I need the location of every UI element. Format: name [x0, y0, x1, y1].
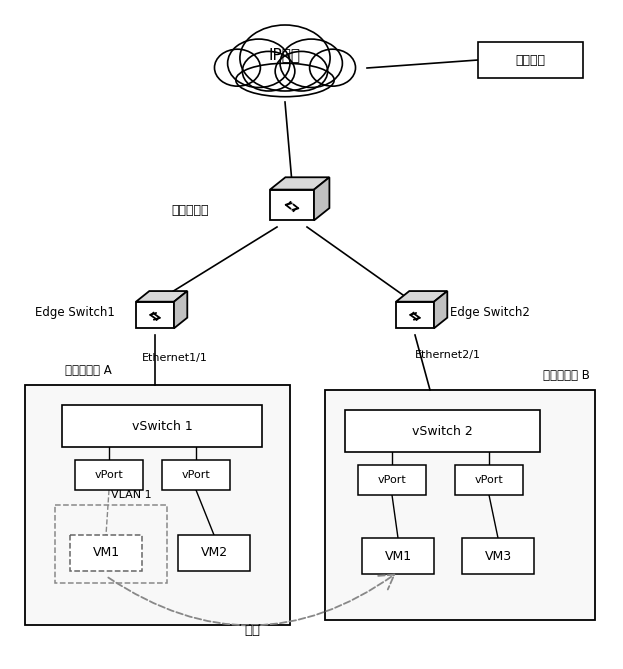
Polygon shape	[396, 291, 447, 302]
Text: vSwitch 2: vSwitch 2	[412, 425, 473, 438]
Polygon shape	[136, 291, 188, 302]
Text: VM2: VM2	[201, 547, 227, 559]
Ellipse shape	[227, 39, 290, 88]
Polygon shape	[174, 291, 188, 328]
Ellipse shape	[235, 64, 334, 97]
FancyBboxPatch shape	[462, 538, 534, 574]
Text: vPort: vPort	[378, 475, 406, 485]
Ellipse shape	[275, 52, 328, 91]
FancyBboxPatch shape	[358, 465, 426, 495]
Ellipse shape	[310, 50, 356, 86]
FancyBboxPatch shape	[455, 465, 523, 495]
Polygon shape	[396, 302, 434, 328]
Ellipse shape	[242, 52, 295, 91]
Polygon shape	[314, 177, 330, 220]
Text: 物理服务器 A: 物理服务器 A	[65, 364, 112, 377]
FancyBboxPatch shape	[478, 42, 583, 78]
FancyBboxPatch shape	[70, 535, 142, 571]
Text: 物理服务器 B: 物理服务器 B	[543, 369, 590, 382]
FancyBboxPatch shape	[25, 385, 290, 625]
Text: VLAN 1: VLAN 1	[111, 490, 151, 500]
FancyBboxPatch shape	[75, 460, 143, 490]
Text: VM3: VM3	[485, 549, 511, 563]
FancyBboxPatch shape	[62, 405, 262, 447]
Text: 网管系统: 网管系统	[515, 54, 545, 66]
FancyBboxPatch shape	[325, 390, 595, 620]
FancyArrowPatch shape	[108, 575, 394, 626]
Text: Ethernet1/1: Ethernet1/1	[142, 353, 208, 363]
Text: vPort: vPort	[475, 475, 503, 485]
FancyBboxPatch shape	[362, 538, 434, 574]
Text: VM1: VM1	[92, 547, 120, 559]
Text: vSwitch 1: vSwitch 1	[131, 419, 193, 432]
Polygon shape	[136, 302, 174, 328]
FancyBboxPatch shape	[178, 535, 250, 571]
Ellipse shape	[240, 25, 330, 91]
Ellipse shape	[280, 39, 343, 88]
Text: 迁移: 迁移	[244, 624, 260, 638]
Ellipse shape	[214, 50, 260, 86]
Text: IP网络: IP网络	[269, 47, 301, 62]
FancyBboxPatch shape	[162, 460, 230, 490]
Text: Edge Switch1: Edge Switch1	[35, 306, 115, 318]
Text: VM1: VM1	[384, 549, 412, 563]
Text: vPort: vPort	[95, 470, 123, 480]
Text: vPort: vPort	[182, 470, 211, 480]
Text: Ethernet2/1: Ethernet2/1	[415, 350, 481, 360]
Polygon shape	[270, 189, 314, 220]
Text: Edge Switch2: Edge Switch2	[450, 306, 530, 318]
Polygon shape	[270, 177, 330, 189]
FancyBboxPatch shape	[345, 410, 540, 452]
Polygon shape	[434, 291, 447, 328]
Text: 网关交换机: 网关交换机	[171, 203, 209, 217]
